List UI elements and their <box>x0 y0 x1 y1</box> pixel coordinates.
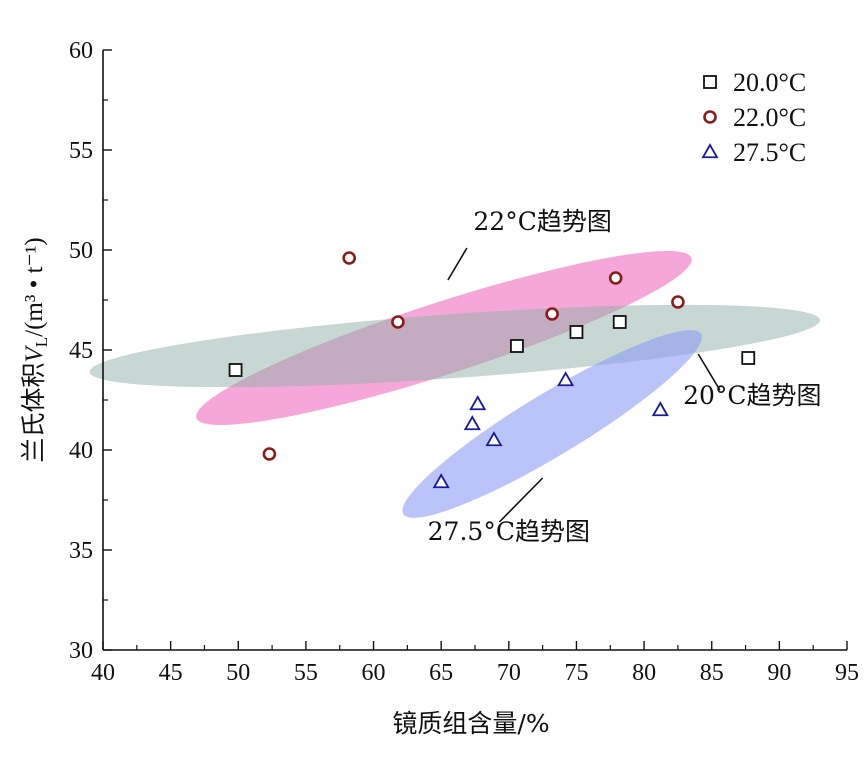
data-point-triangle <box>469 395 487 411</box>
y-axis-title-prefix: 兰氏体积 <box>19 363 48 463</box>
trend-region <box>402 330 702 518</box>
data-point-triangle <box>432 473 450 489</box>
y-axis-title-var: V <box>21 345 48 363</box>
data-point-square <box>510 339 524 353</box>
data-point-circle <box>671 295 685 309</box>
annotation-leader-line <box>447 247 468 281</box>
y-axis-title-sub: L <box>32 337 51 347</box>
x-tick-label: 90 <box>767 660 791 686</box>
annotations: 22°C趋势图 20°C趋势图 27.5°C趋势图 <box>428 207 822 546</box>
x-tick-label: 75 <box>564 660 588 686</box>
y-axis-title: 兰氏体积VL/(m³ • t⁻¹) <box>19 237 51 462</box>
x-axis-title: 镜质组含量/% <box>392 709 549 738</box>
data-point-circle <box>608 271 623 285</box>
annotation-label: 22°C趋势图 <box>473 207 611 236</box>
legend: 20.0°C 22.0°C 27.5°C <box>701 68 806 167</box>
y-ticks: 30 35 40 45 50 55 60 <box>69 38 112 664</box>
y-tick-label: 50 <box>69 238 93 264</box>
legend-label: 20.0°C <box>733 68 806 97</box>
x-tick-label: 40 <box>91 660 115 686</box>
y-axis-title-unit: /(m³ • t⁻¹) <box>21 237 48 336</box>
x-tick-label: 50 <box>226 660 250 686</box>
data-point-triangle <box>485 431 503 447</box>
y-tick-label: 35 <box>69 538 93 564</box>
y-tick-label: 55 <box>69 138 93 164</box>
trend-region <box>89 304 820 388</box>
annotation-label: 27.5°C趋势图 <box>428 517 590 546</box>
annotation-leader-line <box>498 477 544 523</box>
data-point-triangle <box>463 415 481 431</box>
data-points <box>228 251 756 489</box>
x-tick-label: 85 <box>700 660 724 686</box>
data-point-circle <box>391 315 405 329</box>
data-point-circle <box>342 251 356 265</box>
legend-marker-square <box>703 75 717 89</box>
y-tick-label: 45 <box>69 338 93 364</box>
data-point-triangle <box>557 371 575 387</box>
x-tick-label: 70 <box>497 660 521 686</box>
y-tick-label: 60 <box>69 38 93 64</box>
annotation-leader-line <box>697 353 721 391</box>
data-point-square <box>228 363 243 377</box>
data-point-triangle <box>651 401 669 417</box>
x-tick-label: 60 <box>362 660 386 686</box>
x-tick-label: 95 <box>835 660 859 686</box>
y-tick-label: 40 <box>69 438 93 464</box>
data-point-circle <box>262 447 277 461</box>
legend-label: 22.0°C <box>733 103 806 132</box>
annotation-label: 20°C趋势图 <box>683 381 821 410</box>
legend-marker-circle <box>703 110 717 124</box>
data-point-square <box>741 351 756 365</box>
data-point-square <box>569 325 584 339</box>
data-point-square <box>612 315 627 329</box>
y-tick-label: 30 <box>69 638 93 664</box>
legend-label: 27.5°C <box>733 138 806 167</box>
legend-marker-triangle <box>701 143 719 159</box>
x-tick-label: 55 <box>294 660 318 686</box>
trend-regions <box>89 250 820 518</box>
data-point-circle <box>545 307 559 321</box>
x-tick-label: 80 <box>632 660 656 686</box>
x-tick-label: 65 <box>429 660 453 686</box>
x-ticks: 40 45 50 55 60 65 70 75 80 85 90 95 <box>91 641 859 686</box>
x-tick-label: 45 <box>159 660 183 686</box>
